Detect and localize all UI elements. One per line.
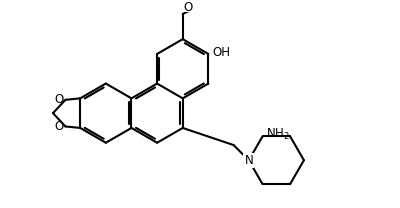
Text: NH$_2$: NH$_2$	[266, 127, 290, 142]
Text: N: N	[244, 154, 253, 167]
Text: O: O	[54, 120, 64, 133]
Text: O: O	[54, 93, 64, 106]
Text: O: O	[183, 1, 193, 14]
Text: OH: OH	[212, 46, 230, 59]
